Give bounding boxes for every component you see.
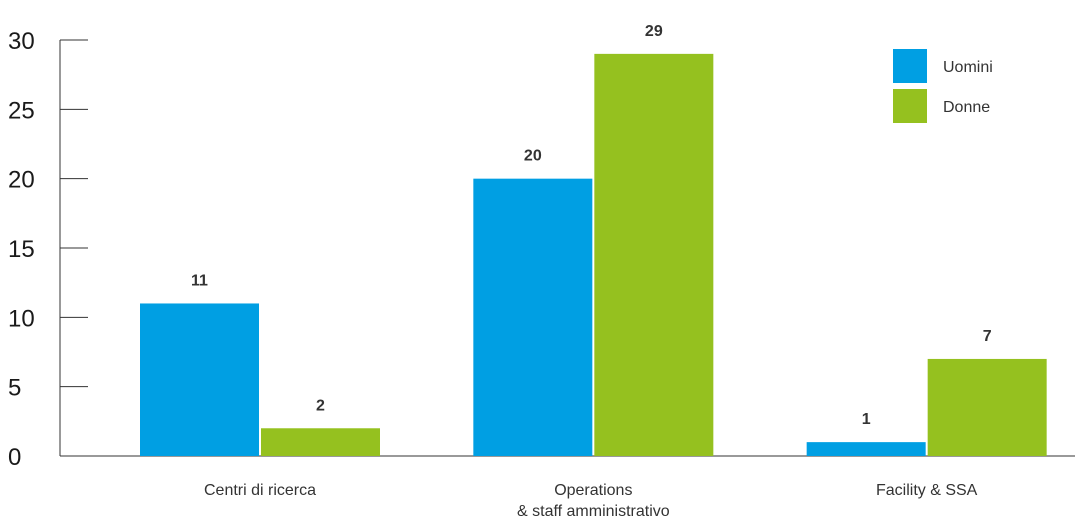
data-label: 2	[316, 397, 325, 414]
bars	[140, 53, 1047, 456]
bar-donne	[594, 53, 714, 456]
bar-donne	[927, 358, 1047, 456]
bar-uomini	[806, 442, 926, 456]
bar-uomini	[473, 178, 593, 456]
bar-donne	[261, 428, 380, 456]
legend-label-uomini: Uomini	[943, 59, 993, 76]
x-tick-label: Operations	[554, 482, 632, 499]
x-tick-label: Centri di ricerca	[204, 482, 316, 499]
y-tick-label: 20	[8, 167, 35, 194]
y-tick-label: 10	[8, 305, 35, 332]
y-tick-label: 0	[8, 444, 21, 471]
legend: Uomini Donne	[893, 49, 993, 123]
y-tick-label: 30	[8, 28, 35, 55]
legend-swatch-donne	[893, 89, 927, 123]
y-tick-label: 25	[8, 97, 35, 124]
data-labels: 11 2 20 29 1 7	[191, 23, 992, 428]
data-label: 20	[524, 148, 542, 165]
data-label: 7	[983, 328, 992, 345]
legend-swatch-uomini	[893, 49, 927, 83]
y-axis: 0 5 10 15 20 25 30	[8, 28, 88, 471]
y-tick-label: 15	[8, 236, 35, 263]
y-tick-label: 5	[8, 375, 21, 402]
x-tick-label: Facility & SSA	[876, 482, 978, 499]
x-tick-label: & staff amministrativo	[517, 503, 670, 520]
data-label: 11	[191, 272, 208, 289]
bar-uomini	[140, 303, 259, 456]
data-label: 1	[862, 411, 871, 428]
x-axis: Centri di ricerca Operations & staff ammin…	[60, 455, 1075, 520]
legend-label-donne: Donne	[943, 99, 990, 116]
data-label: 29	[645, 23, 663, 40]
